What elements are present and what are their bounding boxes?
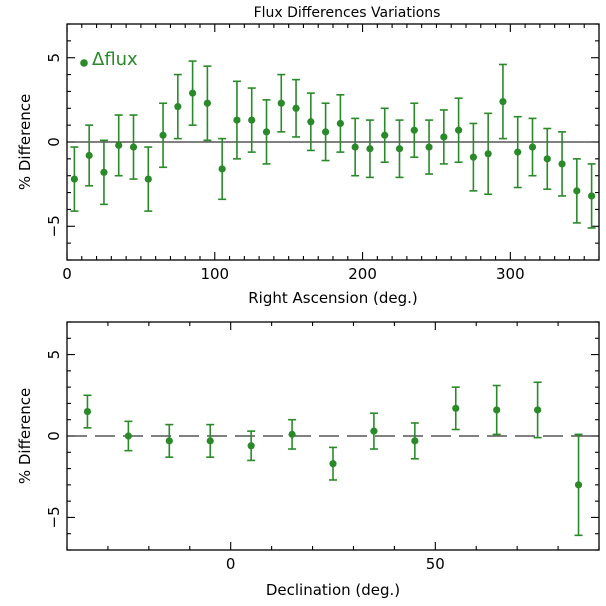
dec-data-point (493, 406, 501, 414)
dec-data-point (288, 430, 296, 438)
chart-title: Flux Differences Variations (254, 5, 441, 21)
ra-data-point (248, 116, 256, 124)
ra-data-point (277, 99, 285, 107)
ra-tick-labels: 0 100 200 300 −5 0 5 (45, 53, 525, 283)
dec-data-marks (67, 381, 599, 537)
dec-y-tick-label: −5 (45, 506, 63, 528)
ra-data-point (381, 131, 389, 139)
ra-axis-ticks (66, 23, 600, 261)
ra-y-tick-label: 0 (45, 137, 63, 147)
ra-y-tick-label: 5 (45, 53, 63, 63)
ra-x-tick-label: 300 (496, 265, 525, 283)
ra-data-point (203, 99, 211, 107)
dec-data-point (534, 406, 542, 414)
legend-marker (80, 59, 88, 67)
dec-data-point (370, 427, 378, 435)
dec-data-point (329, 460, 337, 468)
dec-panel: 0 50 −5 0 5 Declination (deg.) % Difference (16, 321, 600, 599)
ra-data-point (100, 168, 108, 176)
dec-data-point (574, 481, 583, 489)
ra-panel: 0 100 200 300 −5 0 5 Right Ascension (deg.) % … (16, 23, 600, 307)
ra-data-point (469, 153, 477, 161)
ra-data-point (159, 131, 167, 139)
dec-y-tick-label: 0 (45, 431, 63, 441)
ra-data-point (588, 192, 596, 200)
ra-data-point (189, 89, 197, 97)
dec-data-point (165, 437, 173, 445)
ra-data-point (85, 151, 93, 160)
ra-data-point (174, 103, 182, 111)
ra-data-point (528, 143, 537, 151)
ra-data-point (307, 118, 315, 126)
ra-x-tick-label: 200 (348, 265, 377, 283)
dec-data-point (124, 432, 132, 440)
ra-data-point (410, 126, 418, 134)
dec-y-axis-label: % Difference (16, 388, 34, 484)
ra-data-point (115, 141, 123, 149)
ra-y-tick-label: −5 (45, 215, 63, 237)
legend: Δflux (80, 49, 138, 70)
ra-data-point (395, 145, 404, 153)
ra-data-point (425, 143, 433, 151)
dec-x-axis-label: Declination (deg.) (266, 581, 400, 599)
ra-data-point (484, 150, 492, 158)
ra-data-point (218, 165, 226, 173)
ra-data-point (455, 126, 463, 134)
dec-axis-ticks (66, 321, 600, 551)
dec-tick-labels: 0 50 −5 0 5 (45, 350, 445, 573)
ra-x-axis-label: Right Ascension (deg.) (248, 289, 418, 307)
ra-data-point (129, 143, 138, 151)
ra-x-tick-label: 100 (200, 265, 229, 283)
dec-y-tick-label: 5 (45, 350, 63, 360)
ra-data-point (262, 128, 271, 136)
ra-data-point (233, 116, 241, 124)
ra-data-point (440, 133, 448, 141)
ra-data-point (558, 160, 566, 168)
ra-data-point (144, 175, 152, 183)
dec-x-tick-label: 50 (426, 555, 445, 573)
ra-data-point (336, 119, 344, 128)
ra-data-point (292, 104, 300, 112)
ra-data-point (499, 97, 507, 106)
ra-data-point (70, 175, 78, 183)
ra-y-axis-label: % Difference (16, 94, 34, 190)
dec-data-point (452, 404, 460, 412)
legend-label: Δflux (92, 49, 138, 70)
ra-data-marks (67, 60, 599, 229)
dec-x-tick-label: 0 (226, 555, 236, 573)
dec-data-point (411, 437, 419, 445)
ra-data-point (514, 148, 522, 156)
ra-data-point (573, 187, 581, 195)
ra-data-point (543, 155, 551, 163)
ra-data-point (366, 145, 374, 153)
dec-data-point (247, 442, 255, 450)
ra-data-point (322, 128, 330, 136)
ra-x-tick-label: 0 (62, 265, 72, 283)
dec-data-point (206, 437, 214, 445)
ra-data-point (351, 143, 359, 151)
dec-data-point (83, 407, 92, 416)
